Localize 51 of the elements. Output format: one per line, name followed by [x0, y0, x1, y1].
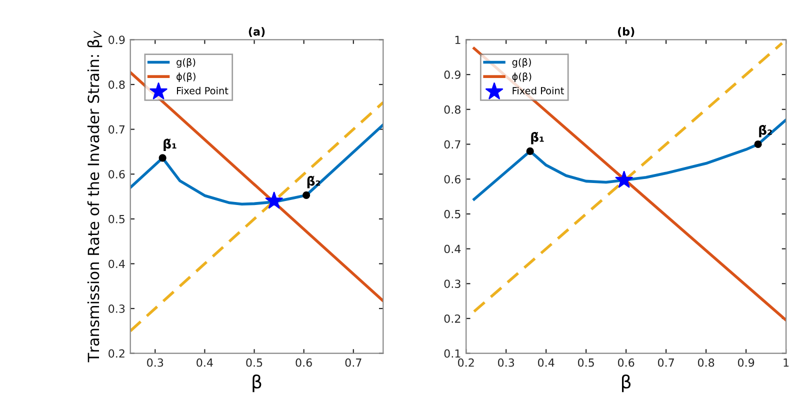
legend-label: g(β) [176, 58, 196, 68]
chart-title: (b) [618, 27, 634, 37]
y-tick-label: 0.7 [108, 125, 125, 134]
y-tick-label: 0.9 [444, 70, 460, 79]
y-axis-title: Transmission Rate of the Invader Strain: β$_{V}$ [87, 30, 102, 362]
y-tick-label: 0.1 [444, 349, 460, 358]
line-series [472, 118, 786, 201]
x-tick-label: 0.9 [738, 358, 754, 367]
point [302, 191, 310, 199]
x-tick-label: 0.6 [296, 358, 312, 367]
y-tick-label: 0.8 [444, 105, 460, 114]
annotation: β̃₂ [759, 124, 772, 138]
x-tick-label: 0.5 [246, 358, 262, 367]
x-axis-title: β [622, 374, 631, 392]
y-tick-label: 0.5 [444, 210, 460, 218]
y-tick-label: 0.8 [108, 80, 125, 89]
x-tick-label: 0.5 [578, 358, 594, 367]
x-tick-label: 0.3 [147, 358, 164, 367]
x-tick-label: 1 [784, 358, 789, 367]
y-tick-label: 0.2 [108, 349, 124, 358]
legend-label: Fixed Point [512, 86, 564, 94]
x-tick-label: 0.7 [345, 358, 362, 367]
y-tick-label: 0.7 [444, 140, 460, 149]
legend-label: g(β) [512, 58, 531, 68]
x-tick-label: 0.7 [658, 358, 674, 367]
x-tick-label: 0.4 [196, 358, 213, 367]
point [265, 192, 283, 209]
y-tick-label: 0.3 [444, 280, 460, 288]
chart-title: (a) [248, 27, 265, 37]
y-tick-label: 0.2 [444, 314, 460, 323]
annotation: β̃₂ [307, 176, 320, 188]
x-tick-label: 0.3 [498, 358, 514, 367]
y-tick-label: 0.6 [444, 175, 461, 184]
annotation: β̃₁ [164, 138, 176, 152]
y-tick-label: 1 [455, 36, 460, 44]
x-tick-label: 0.2 [458, 358, 474, 367]
y-tick-label: 0.3 [108, 304, 125, 313]
y-tick-label: 0.9 [108, 36, 125, 44]
point [158, 154, 166, 162]
x-tick-label: 0.4 [538, 358, 554, 367]
x-tick-label: 0.8 [698, 358, 714, 367]
y-tick-label: 0.4 [444, 244, 461, 254]
y-tick-label: 0.6 [108, 170, 125, 178]
legend-label: Fixed Point [177, 86, 228, 94]
legend-label: ϕ(β) [512, 72, 532, 82]
y-tick-label: 0.5 [108, 214, 125, 224]
x-axis-title: β [252, 374, 262, 392]
y-tick-label: 0.4 [108, 260, 125, 268]
legend-label: ϕ(β) [176, 72, 196, 82]
x-tick-label: 0.6 [618, 358, 634, 367]
annotation: β̃₁ [531, 132, 544, 144]
